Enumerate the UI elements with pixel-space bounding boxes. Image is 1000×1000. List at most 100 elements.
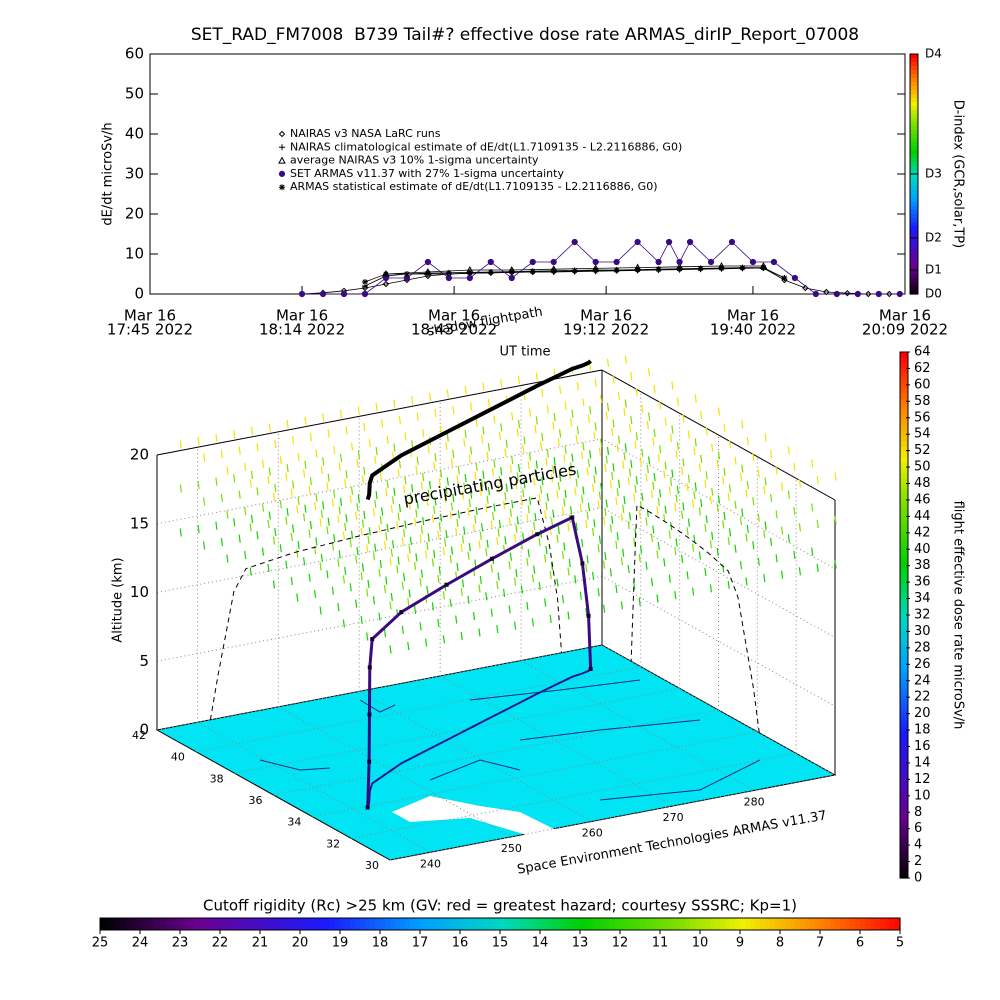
- particle-dash: [485, 592, 488, 601]
- rigidity-slice: [750, 918, 756, 930]
- particle-dash: [349, 495, 352, 504]
- colorbar-slice: [900, 457, 908, 464]
- y-tick-label: 60: [125, 45, 144, 63]
- rigidity-slice: [350, 918, 356, 930]
- grid-line: [197, 721, 431, 853]
- d-index-bar-slice: [910, 86, 918, 91]
- particle-dash: [687, 518, 690, 527]
- particle-dash: [350, 486, 354, 495]
- particle-dash: [378, 568, 381, 577]
- particle-dash: [500, 467, 503, 476]
- particle-dash: [478, 628, 481, 637]
- colorbar-slice: [900, 783, 908, 790]
- rigidity-slice: [110, 918, 116, 930]
- d-index-bar-slice: [910, 110, 918, 115]
- particle-dash: [442, 547, 445, 556]
- particle-dash: [296, 593, 299, 602]
- particle-dash: [344, 478, 347, 487]
- colorbar-slice: [900, 683, 908, 690]
- rigidity-slice: [175, 918, 181, 930]
- particle-dash: [549, 614, 552, 623]
- marker-asterisk: [676, 265, 683, 272]
- particle-dash: [787, 534, 790, 543]
- colorbar-slice: [900, 809, 908, 816]
- marker-dot: [613, 258, 620, 266]
- particle-dash: [623, 496, 626, 505]
- colorbar-slice: [900, 746, 908, 753]
- particle-dash: [698, 551, 701, 560]
- particle-dash: [568, 558, 571, 567]
- particle-dash: [523, 436, 526, 445]
- rigidity-slice: [885, 918, 891, 930]
- particle-dash: [612, 375, 615, 384]
- particle-dash: [279, 500, 282, 509]
- rigidity-tick-label: 18: [372, 936, 389, 951]
- particle-dash: [297, 496, 300, 505]
- particle-dash: [385, 576, 388, 585]
- colorbar-slice: [900, 657, 908, 663]
- state-border: [599, 759, 761, 801]
- lat-tick-label: 36: [249, 794, 263, 807]
- particle-dash: [398, 416, 401, 425]
- particle-dash: [355, 599, 358, 608]
- particle-dash: [361, 519, 365, 528]
- particle-dash: [541, 476, 544, 485]
- particle-dash: [344, 566, 347, 575]
- particle-dash: [627, 521, 630, 530]
- particle-dash: [787, 446, 790, 455]
- particle-dash: [663, 470, 666, 479]
- particle-dash: [457, 466, 460, 475]
- marker-dot: [487, 258, 494, 266]
- particle-dash: [456, 562, 459, 571]
- rigidity-slice: [450, 918, 456, 930]
- marker-dot: [508, 274, 515, 282]
- rigidity-slice: [410, 918, 416, 930]
- colorbar-slice: [900, 541, 908, 548]
- colorbar-tick-label: 42: [914, 525, 931, 540]
- colorbar-slice: [900, 872, 908, 879]
- particle-dash: [345, 470, 348, 479]
- particle-dash: [544, 510, 547, 519]
- z-tick-label: 20: [130, 446, 149, 464]
- d-index-bar-slice: [910, 182, 918, 187]
- particle-dash: [220, 450, 223, 459]
- particle-dash: [603, 560, 606, 569]
- particle-dash: [711, 487, 714, 496]
- particle-dash: [597, 544, 600, 553]
- particle-dash: [292, 480, 295, 489]
- rigidity-slice: [890, 918, 896, 930]
- particle-dash: [445, 486, 448, 495]
- particle-dash: [383, 541, 387, 550]
- particle-dash: [401, 581, 404, 590]
- legend-symbol: [278, 170, 286, 177]
- legend-symbol: [278, 130, 286, 138]
- x-tick-label: 18:43 2022: [411, 321, 497, 339]
- particle-dash: [645, 517, 648, 526]
- particle-dash: [482, 382, 485, 391]
- particle-dash: [606, 358, 610, 367]
- particle-dash: [463, 526, 466, 535]
- lat-tick-label: 34: [287, 816, 301, 829]
- particle-dash: [398, 460, 401, 469]
- particle-dash: [460, 631, 463, 640]
- marker-dot: [749, 258, 757, 266]
- particle-dash: [244, 551, 247, 560]
- rigidity-slice: [675, 918, 681, 930]
- particle-dash: [474, 471, 477, 480]
- particle-dash: [493, 459, 496, 468]
- particle-dash: [511, 412, 514, 421]
- d-index-bar-slice: [910, 82, 918, 87]
- particle-dash: [687, 474, 690, 483]
- particle-dash: [427, 533, 430, 542]
- d-index-bar-slice: [910, 178, 918, 183]
- rigidity-slice: [810, 918, 816, 930]
- particle-dash: [520, 585, 523, 594]
- particle-dash: [693, 447, 696, 456]
- particle-dash: [770, 537, 773, 546]
- marker-dot: [728, 238, 736, 246]
- particle-dash: [775, 466, 778, 475]
- colorbar-slice: [900, 383, 908, 390]
- particle-dash: [609, 524, 612, 533]
- colorbar-slice: [900, 609, 908, 616]
- y-tick-label: 0: [134, 285, 144, 303]
